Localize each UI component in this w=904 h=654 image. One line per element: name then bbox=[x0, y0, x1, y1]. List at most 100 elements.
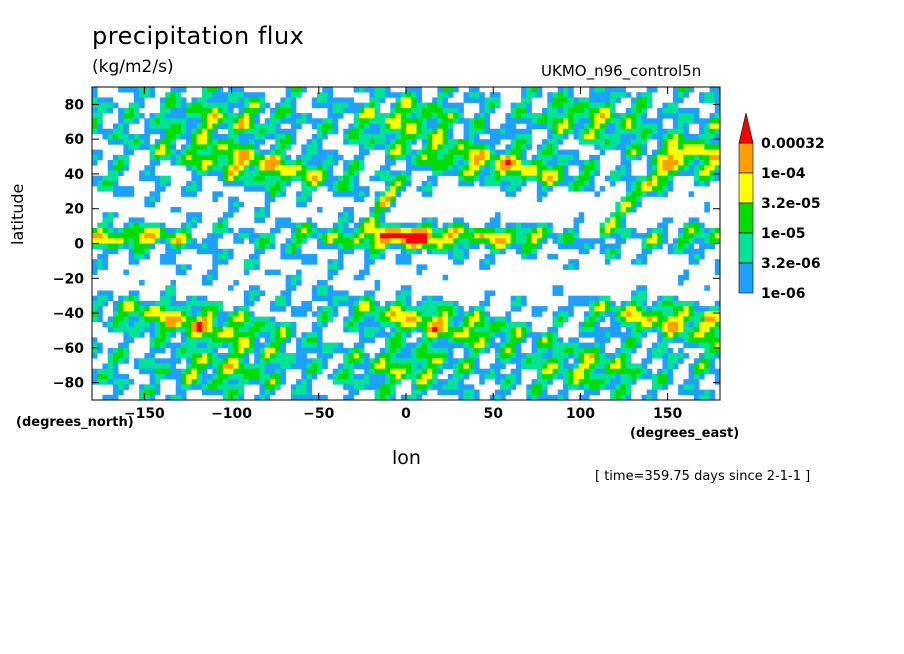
field-cell bbox=[358, 347, 365, 354]
field-cell bbox=[327, 311, 334, 317]
field-cell bbox=[589, 160, 595, 166]
field-cell bbox=[442, 118, 454, 124]
field-cell bbox=[453, 87, 459, 93]
field-cell bbox=[123, 222, 129, 229]
field-cell bbox=[222, 170, 229, 176]
field-cell bbox=[683, 92, 689, 98]
field-cell bbox=[154, 337, 166, 343]
field-cell bbox=[699, 353, 705, 359]
field-cell bbox=[688, 311, 695, 317]
field-cell bbox=[92, 238, 124, 244]
field-cell bbox=[175, 102, 182, 109]
field-cell bbox=[458, 358, 464, 364]
field-cell bbox=[714, 316, 720, 323]
field-cell bbox=[620, 201, 632, 208]
field-cell bbox=[296, 160, 302, 166]
field-cell bbox=[589, 118, 595, 124]
field-cell bbox=[662, 233, 668, 239]
field-cell bbox=[631, 139, 648, 145]
field-cell bbox=[102, 180, 114, 187]
field-cell bbox=[704, 123, 710, 130]
field-cell bbox=[505, 160, 511, 166]
field-cell bbox=[191, 379, 197, 385]
field-cell bbox=[510, 368, 522, 375]
field-cell bbox=[594, 113, 600, 119]
field-cell bbox=[536, 186, 543, 192]
field-cell bbox=[641, 133, 648, 140]
field-cell bbox=[542, 368, 553, 375]
field-cell bbox=[406, 394, 417, 400]
field-cell bbox=[463, 311, 470, 317]
field-cell bbox=[228, 196, 239, 203]
field-cell bbox=[264, 196, 276, 203]
field-cell bbox=[662, 358, 668, 364]
field-cell bbox=[442, 139, 449, 145]
field-cell bbox=[128, 243, 135, 250]
field-cell bbox=[646, 154, 653, 161]
field-cell bbox=[112, 102, 119, 109]
field-cell bbox=[678, 311, 689, 317]
field-cell bbox=[385, 160, 396, 166]
field-cell bbox=[557, 394, 564, 400]
field-cell bbox=[133, 238, 140, 244]
field-cell bbox=[573, 363, 579, 369]
field-cell bbox=[515, 332, 522, 338]
field-cell bbox=[144, 384, 156, 390]
field-cell bbox=[437, 389, 464, 396]
field-cell bbox=[154, 233, 161, 239]
field-cell bbox=[191, 144, 208, 150]
field-cell bbox=[510, 160, 517, 166]
field-cell bbox=[327, 285, 334, 291]
field-cell bbox=[102, 394, 119, 400]
field-cell bbox=[154, 373, 166, 380]
field-cell bbox=[317, 97, 328, 103]
field-cell bbox=[699, 227, 705, 234]
field-cell bbox=[165, 97, 177, 103]
field-cell bbox=[432, 139, 443, 145]
field-cell bbox=[228, 92, 245, 98]
field-cell bbox=[191, 238, 197, 244]
field-cell bbox=[212, 222, 218, 229]
field-cell bbox=[500, 384, 511, 390]
field-cell bbox=[191, 170, 197, 176]
field-cell bbox=[128, 321, 135, 328]
field-cell bbox=[489, 337, 496, 343]
field-cell bbox=[688, 316, 700, 323]
field-cell bbox=[442, 384, 459, 390]
field-cell bbox=[332, 311, 339, 317]
field-cell bbox=[515, 326, 522, 333]
field-cell bbox=[494, 102, 501, 109]
field-cell bbox=[97, 107, 108, 114]
field-cell bbox=[191, 222, 197, 229]
field-cell bbox=[500, 358, 511, 364]
field-cell bbox=[421, 363, 428, 369]
field-cell bbox=[662, 238, 668, 244]
colorbar-label: 1e-05 bbox=[761, 226, 806, 242]
field-cell bbox=[542, 186, 548, 192]
field-cell bbox=[610, 139, 621, 145]
field-cell bbox=[615, 217, 621, 223]
field-cell bbox=[599, 243, 621, 250]
field-cell bbox=[563, 128, 569, 135]
field-cell bbox=[510, 144, 517, 150]
field-cell bbox=[228, 321, 245, 328]
field-cell bbox=[222, 363, 234, 369]
field-cell bbox=[238, 118, 245, 124]
field-cell bbox=[154, 238, 161, 244]
field-cell bbox=[306, 379, 313, 385]
field-cell bbox=[107, 347, 114, 354]
field-cell bbox=[212, 274, 218, 281]
field-cell bbox=[186, 123, 197, 130]
field-cell bbox=[290, 133, 297, 140]
field-cell bbox=[160, 118, 187, 124]
field-cell bbox=[238, 311, 245, 317]
field-cell bbox=[636, 290, 648, 296]
field-cell bbox=[385, 191, 396, 197]
field-cell bbox=[275, 191, 281, 197]
field-cell bbox=[620, 149, 627, 156]
field-cell bbox=[165, 92, 171, 98]
field-cell bbox=[358, 321, 381, 328]
field-cell bbox=[416, 379, 428, 385]
field-cell bbox=[672, 306, 684, 312]
field-cell bbox=[662, 353, 668, 359]
